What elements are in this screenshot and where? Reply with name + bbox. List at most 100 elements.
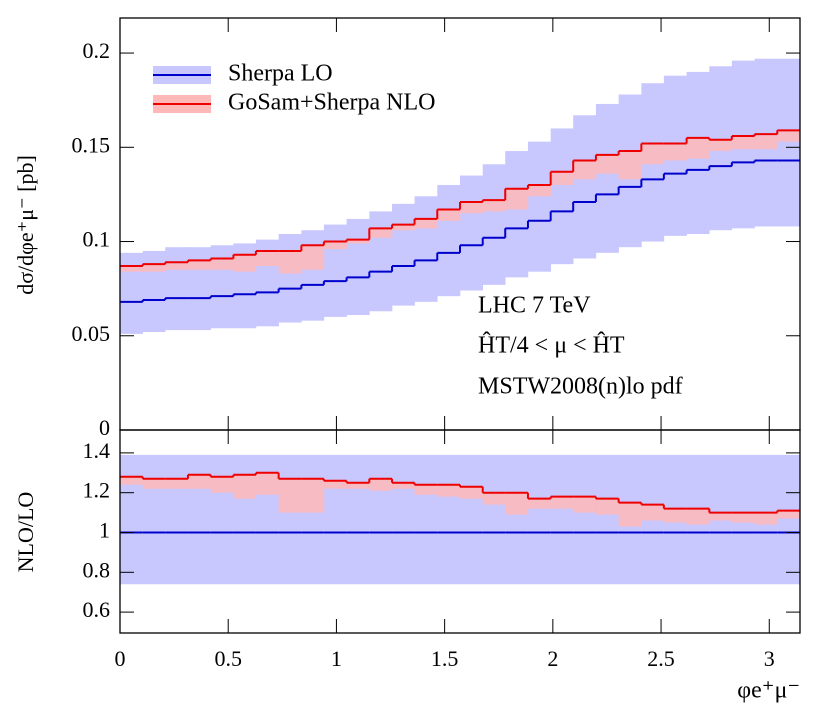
error-band	[165, 478, 189, 489]
error-band	[618, 151, 642, 180]
x-tick-label: 1.5	[431, 646, 459, 671]
error-band	[437, 209, 461, 221]
error-band	[437, 184, 461, 297]
error-band	[595, 103, 619, 253]
error-band	[165, 247, 189, 331]
error-band	[709, 139, 733, 152]
error-band	[346, 454, 370, 585]
y-tick-label: 0.05	[72, 321, 111, 346]
error-band	[777, 510, 801, 519]
y-tick-label: 0.2	[83, 38, 111, 63]
error-band	[392, 224, 415, 231]
error-band	[278, 250, 302, 274]
y-tick-label: 0	[99, 415, 110, 440]
error-band	[527, 498, 551, 509]
y-tick-label: 0.6	[83, 597, 111, 622]
error-band	[573, 160, 597, 180]
error-band	[663, 143, 687, 161]
error-band	[369, 478, 393, 491]
x-tick-label: 3	[764, 646, 775, 671]
legend-label: Sherpa LO	[228, 61, 333, 87]
error-band	[414, 484, 438, 495]
error-band	[460, 175, 484, 291]
error-band	[278, 233, 302, 323]
error-band	[754, 512, 778, 525]
error-band	[210, 476, 234, 493]
error-band	[731, 512, 755, 523]
y-tick-label: 1.4	[83, 438, 111, 463]
error-band	[323, 241, 347, 250]
error-band	[414, 218, 438, 229]
y-axis-label: dσ/dφe⁺μ⁻ [pb]	[13, 155, 38, 295]
error-band	[142, 264, 166, 272]
error-band	[369, 211, 393, 312]
error-band	[505, 188, 529, 210]
error-band	[414, 196, 438, 302]
error-band	[210, 454, 234, 585]
error-band	[233, 474, 257, 499]
error-band	[550, 128, 574, 265]
error-band	[641, 143, 665, 165]
error-band	[369, 228, 393, 238]
error-band	[120, 454, 144, 585]
frame	[119, 429, 801, 634]
error-band	[777, 130, 801, 142]
error-band	[573, 115, 597, 259]
error-band	[392, 454, 415, 585]
error-band	[301, 230, 325, 321]
error-band	[323, 224, 347, 317]
error-band	[301, 478, 325, 513]
error-band	[142, 478, 166, 489]
error-band	[460, 454, 484, 585]
error-band	[460, 201, 484, 214]
error-band	[369, 454, 393, 585]
error-band	[120, 252, 144, 334]
error-band	[595, 154, 619, 174]
error-band	[392, 203, 415, 306]
error-band	[482, 454, 506, 585]
y-tick-label: 1	[99, 518, 110, 543]
error-band	[165, 454, 189, 585]
error-band	[573, 496, 597, 513]
error-band	[754, 134, 778, 150]
error-band	[709, 512, 733, 521]
error-band	[187, 260, 211, 270]
error-band	[777, 454, 801, 585]
error-band	[482, 164, 506, 285]
error-band	[641, 504, 665, 521]
error-band	[777, 58, 801, 227]
error-band	[595, 454, 619, 585]
error-band	[346, 482, 370, 489]
error-band	[323, 454, 347, 585]
error-band	[142, 250, 166, 332]
error-band	[255, 250, 279, 267]
y-tick-label: 0.8	[83, 557, 111, 582]
error-band	[165, 262, 189, 270]
error-band	[346, 239, 370, 244]
error-band	[437, 484, 461, 497]
legend-label: GoSam+Sherpa NLO	[228, 90, 436, 116]
error-band	[255, 472, 279, 495]
error-band	[210, 258, 234, 270]
error-band	[233, 254, 257, 272]
x-axis-label: φe⁺μ⁻	[737, 678, 800, 704]
x-tick-label: 0	[115, 646, 126, 671]
error-band	[527, 141, 551, 272]
error-band	[120, 476, 144, 485]
x-tick-label: 0.5	[214, 646, 242, 671]
error-band	[142, 454, 166, 585]
y-axis-label: NLO/LO	[13, 492, 38, 573]
x-tick-label: 2.5	[647, 646, 675, 671]
error-band	[301, 245, 325, 270]
error-band	[550, 496, 574, 509]
error-band	[505, 454, 529, 585]
error-band	[527, 184, 551, 197]
error-band	[686, 137, 710, 159]
y-tick-label: 0.1	[83, 227, 111, 252]
error-band	[686, 508, 710, 525]
annotation: LHC 7 TeV	[478, 293, 591, 319]
error-band	[460, 486, 484, 499]
error-band	[482, 492, 506, 505]
error-band	[505, 492, 529, 515]
